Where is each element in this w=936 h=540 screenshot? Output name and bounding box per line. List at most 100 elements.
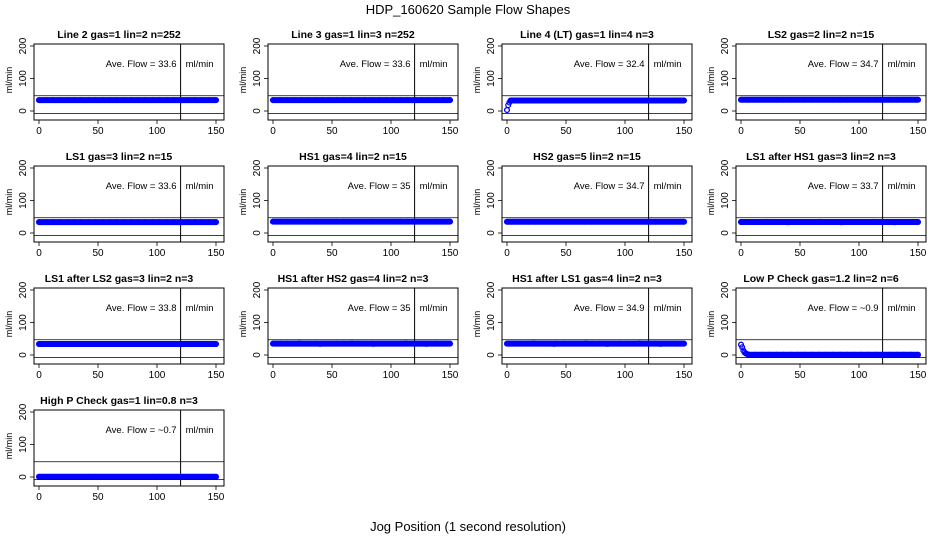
data-point (844, 219, 851, 225)
data-point (830, 351, 836, 358)
data-point (163, 341, 170, 347)
data-point (128, 341, 134, 347)
panel-12: Low P Check gas=1.2 lin=2 n=6 0 50 100 150 0 1… (706, 273, 927, 381)
data-point (397, 218, 404, 225)
data-point (553, 97, 560, 104)
data-point (525, 218, 532, 225)
x-tick-label: 150 (442, 248, 459, 259)
data-point (425, 97, 432, 103)
data-point (617, 97, 624, 104)
data-point (794, 96, 801, 103)
data-point (213, 341, 219, 347)
x-tick-label: 50 (92, 248, 104, 259)
data-point (631, 218, 638, 225)
ave-flow-annotation: Ave. Flow = 32.4 (574, 59, 645, 70)
x-tick-label: 150 (676, 370, 693, 381)
y-tick-label: 200 (18, 37, 29, 54)
data-point (418, 340, 425, 347)
data-point (539, 97, 546, 104)
data-point (511, 218, 517, 225)
panel-title: LS1 after LS2 gas=3 lin=2 n=3 (45, 273, 194, 285)
data-point (319, 340, 326, 347)
data-point (596, 97, 602, 104)
flow-unit-label: ml/min (420, 181, 448, 192)
data-point (85, 473, 92, 480)
ave-flow-annotation: Ave. Flow = 33.6 (340, 59, 411, 70)
x-tick-label: 100 (383, 126, 400, 137)
x-tick-label: 50 (92, 370, 104, 381)
data-point (794, 351, 801, 358)
x-tick-label: 0 (36, 370, 42, 381)
data-point (879, 219, 886, 225)
data-point (808, 219, 815, 225)
ave-flow-annotation: Ave. Flow = 35 (348, 181, 411, 192)
data-point (511, 340, 517, 347)
y-tick-label: 100 (18, 436, 29, 453)
data-point (851, 96, 858, 103)
data-point (142, 97, 149, 103)
data-point (506, 99, 513, 106)
data-point (177, 97, 184, 103)
data-point (312, 218, 319, 225)
y-tick-label: 200 (18, 281, 29, 298)
data-point (844, 351, 851, 358)
y-tick-label: 100 (486, 192, 497, 209)
data-point (355, 218, 361, 225)
data-point (362, 340, 368, 347)
data-point (340, 97, 347, 103)
data-point (532, 97, 539, 104)
x-tick-label: 100 (149, 370, 166, 381)
data-point (546, 340, 553, 347)
data-point (270, 340, 276, 347)
data-point (121, 219, 127, 225)
x-tick-label: 0 (270, 248, 276, 259)
data-point (652, 218, 659, 225)
data-point (801, 96, 808, 103)
panel-8: LS1 after HS1 gas=3 lin=2 n=3 0 50 100 150 0 1… (706, 151, 927, 259)
data-point (560, 218, 567, 225)
y-tick-label: 0 (720, 352, 731, 358)
panel-title: HS1 after HS2 gas=4 lin=2 n=3 (278, 273, 429, 285)
data-point (773, 219, 780, 225)
data-point (383, 218, 390, 225)
y-tick-label: 0 (252, 108, 263, 114)
data-point (298, 340, 305, 347)
y-tick-label: 0 (486, 230, 497, 236)
data-point (213, 219, 219, 225)
data-point (617, 218, 624, 225)
data-point (36, 97, 42, 103)
data-point (759, 351, 766, 358)
flow-series-points (737, 341, 921, 358)
panel-frame (267, 165, 459, 243)
data-point (149, 341, 156, 347)
y-tick-label: 0 (252, 230, 263, 236)
data-point (43, 97, 49, 103)
data-point (418, 97, 425, 103)
x-tick-label: 100 (851, 126, 868, 137)
data-point (71, 341, 78, 347)
x-tick-label: 100 (617, 248, 634, 259)
data-point (319, 218, 326, 225)
panel-title: LS2 gas=2 lin=2 n=15 (768, 29, 875, 41)
data-point (759, 219, 766, 225)
data-point (57, 219, 64, 225)
data-point (567, 218, 574, 225)
ave-flow-annotation: Ave. Flow = ~0.7 (105, 425, 176, 436)
data-point (589, 218, 595, 225)
ave-flow-annotation: Ave. Flow = 34.7 (574, 181, 645, 192)
data-point (858, 351, 865, 358)
flow-unit-label: ml/min (654, 303, 682, 314)
data-point (603, 97, 610, 104)
data-point (837, 96, 844, 103)
data-point (198, 473, 205, 480)
x-tick-label: 0 (504, 370, 510, 381)
data-point (872, 96, 879, 103)
x-tick-label: 0 (738, 370, 744, 381)
data-point (206, 97, 212, 103)
y-tick-label: 0 (486, 108, 497, 114)
data-point (85, 219, 92, 225)
data-point (312, 97, 319, 103)
x-tick-label: 50 (326, 248, 338, 259)
data-point (638, 218, 645, 225)
data-point (525, 340, 532, 347)
